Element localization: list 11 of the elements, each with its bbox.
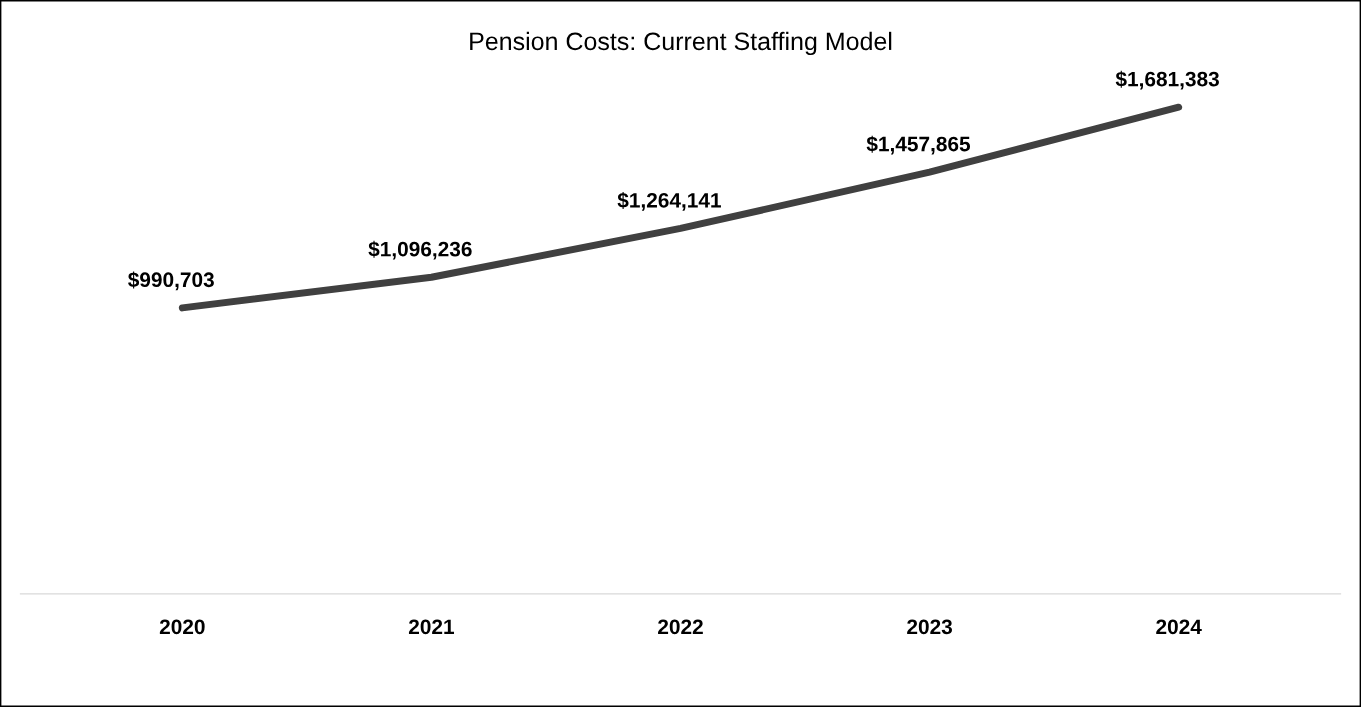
chart-title: Pension Costs: Current Staffing Model: [470, 31, 892, 56]
x-tick-label: 2022: [658, 619, 703, 635]
data-label: $990,703: [128, 271, 214, 291]
data-label: $1,681,383: [1115, 70, 1219, 90]
x-tick-label: 2020: [159, 619, 205, 635]
x-tick-label: 2021: [408, 619, 455, 635]
x-tick-label: 2023: [907, 619, 953, 635]
x-tick-label: 2024: [1156, 619, 1202, 635]
data-label: $1,457,865: [866, 135, 971, 155]
data-label: $1,096,236: [368, 240, 472, 260]
data-label: $1,264,141: [617, 192, 721, 211]
